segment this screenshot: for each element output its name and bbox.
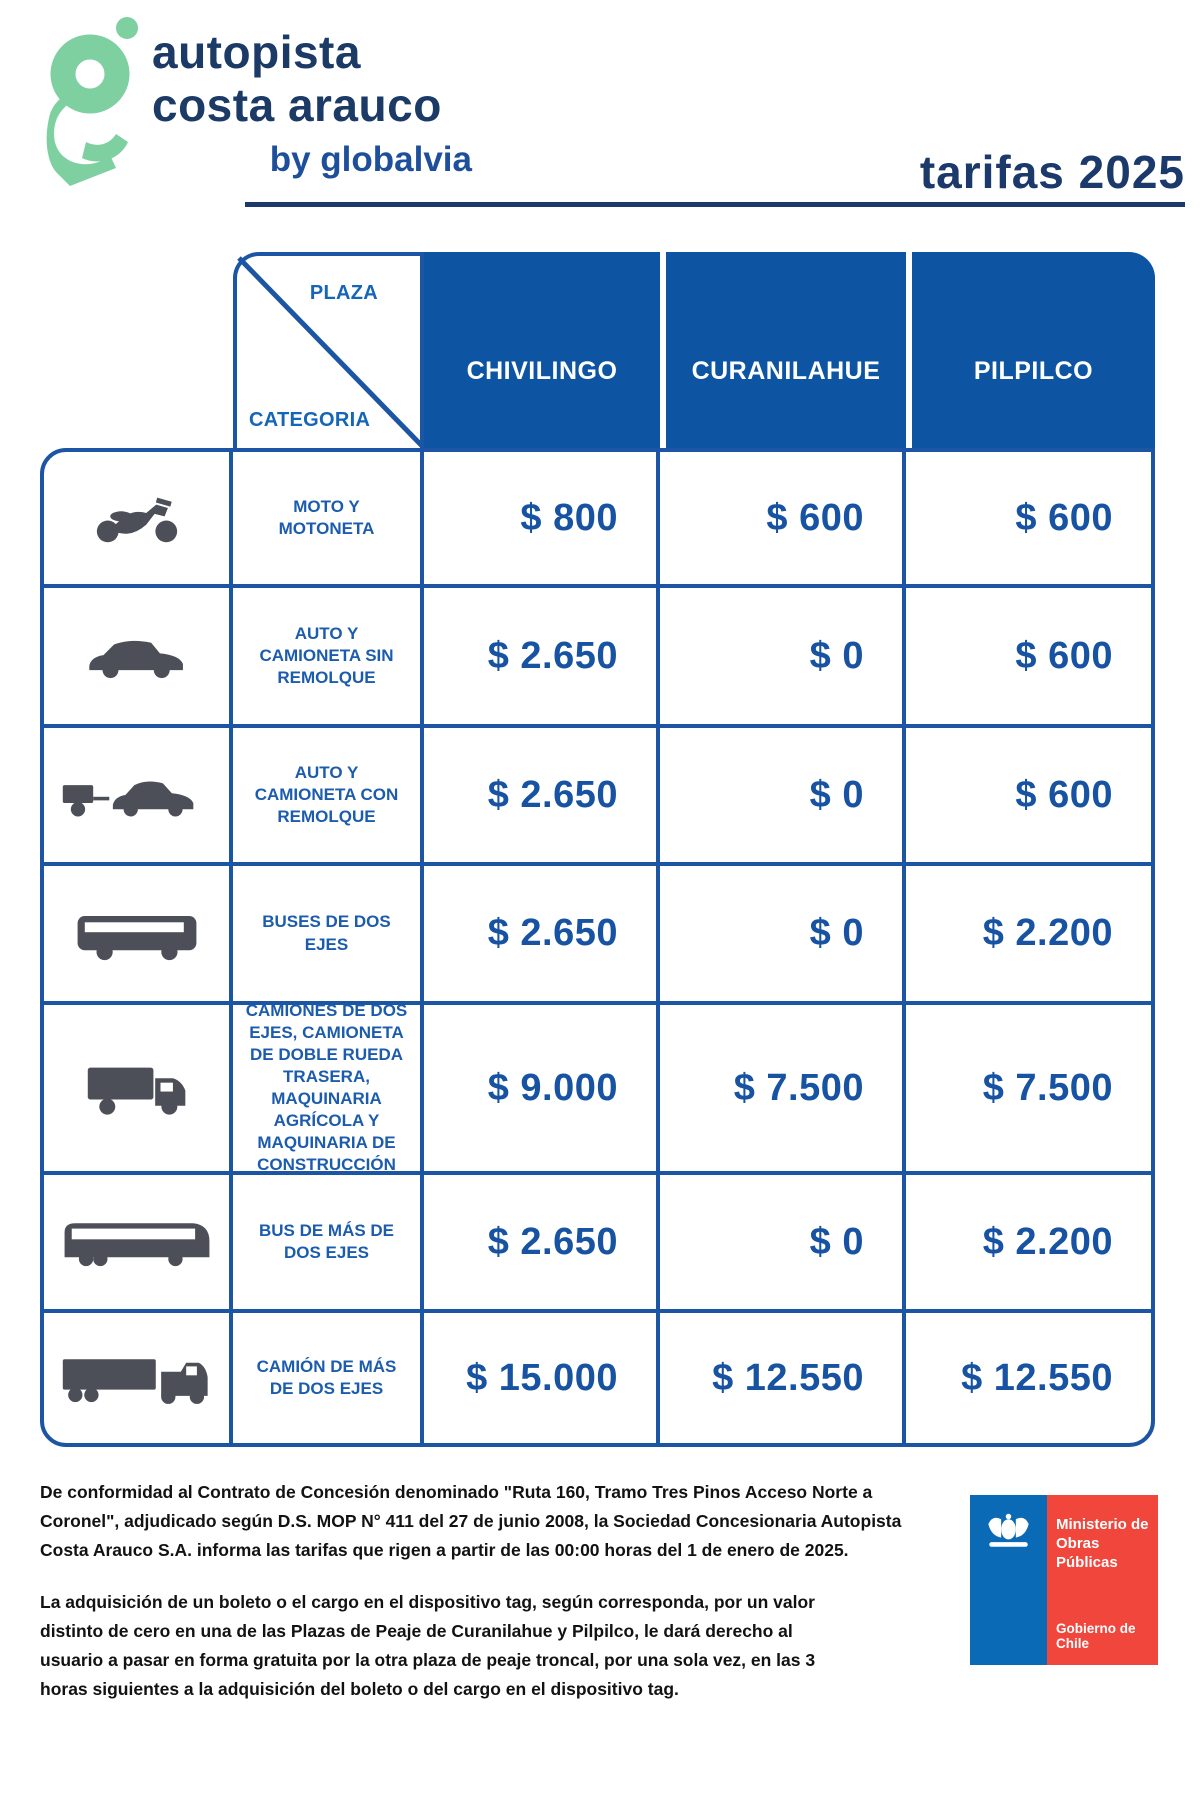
category-label: MOTO Y MOTONETA (278, 496, 375, 538)
truck-icon (87, 1067, 185, 1115)
table-row-4-category-cell: BUSES DE DOS EJES (233, 866, 424, 1005)
price-curanilahue-row-3: $ 0 (660, 728, 906, 866)
semi-truck-icon (62, 1359, 208, 1404)
price-pilpilco-row-6: $ 2.200 (906, 1175, 1151, 1313)
table-row-1-icon-cell (44, 452, 233, 588)
table-row-4-icon-cell (44, 866, 233, 1005)
footer-paragraph-2: La adquisición de un boleto o el cargo e… (40, 1592, 816, 1699)
price-pilpilco-row-4: $ 2.200 (906, 866, 1151, 1005)
table-row-1-category-cell: MOTO Y MOTONETA (233, 452, 424, 588)
price-curanilahue-row-4: $ 0 (660, 866, 906, 1005)
category-label: BUSES DE DOS EJES (262, 912, 391, 954)
price-pilpilco-row-1: $ 600 (906, 452, 1151, 588)
table-row-5-icon-cell (44, 1005, 233, 1175)
price-chivilingo-row-1: $ 800 (424, 452, 660, 588)
price-pilpilco-row-5: $ 7.500 (906, 1005, 1151, 1175)
table-row-3-icon-cell (44, 728, 233, 866)
table-row-5-category-cell: CAMIONES DE DOS EJES, CAMIONETA DE DOBLE… (233, 1001, 424, 1175)
brand-line1: autopista (152, 26, 361, 78)
plaza-header-row: CHIVILINGO CURANILAHUE PILPILCO (424, 252, 1155, 448)
mop-government-name: Gobierno de Chile (1056, 1621, 1136, 1651)
bus-icon (77, 915, 196, 960)
price-chivilingo-row-2: $ 2.650 (424, 588, 660, 728)
price-chivilingo-row-4: $ 2.650 (424, 866, 660, 1005)
mop-logo-red-panel: Ministerio de Obras Públicas Gobierno de… (1047, 1495, 1158, 1665)
price-pilpilco-row-2: $ 600 (906, 588, 1151, 728)
chile-coat-of-arms-icon (988, 1513, 1029, 1547)
category-label: AUTO Y CAMIONETA CON REMOLQUE (254, 762, 399, 827)
category-label: AUTO Y CAMIONETA SIN REMOLQUE (259, 623, 394, 688)
table-row-2-category-cell: AUTO Y CAMIONETA SIN REMOLQUE (233, 588, 424, 728)
table-row-2-icon-cell (44, 588, 233, 728)
price-chivilingo-row-6: $ 2.650 (424, 1175, 660, 1313)
table-row-6-icon-cell (44, 1175, 233, 1313)
brand-line2: costa arauco (152, 79, 442, 131)
plaza-header-pilpilco: PILPILCO (906, 252, 1155, 448)
price-curanilahue-row-5: $ 7.500 (660, 1005, 906, 1175)
category-label: CAMIONES DE DOS EJES, CAMIONETA DE DOBLE… (245, 1000, 408, 1175)
diagonal-divider (237, 256, 428, 452)
brand-byline: by globalvia (269, 140, 472, 179)
price-pilpilco-row-3: $ 600 (906, 728, 1151, 866)
footer-paragraph-1: De conformidad al Contrato de Concesión … (40, 1482, 902, 1560)
category-label: BUS DE MÁS DE DOS EJES (258, 1220, 395, 1262)
car-with-trailer-icon (62, 781, 193, 817)
plaza-header-curanilahue: CURANILAHUE (660, 252, 906, 448)
price-chivilingo-row-5: $ 9.000 (424, 1005, 660, 1175)
coach-bus-icon (64, 1223, 209, 1267)
price-chivilingo-row-7: $ 15.000 (424, 1313, 660, 1443)
brand-name: autopista costa arauco (152, 26, 442, 132)
price-curanilahue-row-2: $ 0 (660, 588, 906, 728)
globalvia-g-glyph (46, 17, 138, 186)
table-row-7-icon-cell (44, 1313, 233, 1443)
mop-ministry-name: Ministerio de Obras Públicas (1056, 1515, 1158, 1572)
table-row-7-category-cell: CAMIÓN DE MÁS DE DOS EJES (233, 1313, 424, 1443)
price-pilpilco-row-7: $ 12.550 (961, 1356, 1113, 1399)
car-icon (88, 640, 183, 679)
page-title: tarifas 2025 (919, 146, 1185, 198)
motorcycle-icon (96, 497, 177, 543)
corner-label-categoria: CATEGORIA (249, 409, 371, 431)
tariff-table: MOTO Y MOTONETA $ 800 $ 600 $ 600 AUTO Y… (40, 448, 1155, 1447)
mop-ministry-line2: Obras Públicas (1056, 1535, 1118, 1571)
price-curanilahue-row-6: $ 0 (660, 1175, 906, 1313)
price-chivilingo-row-3: $ 2.650 (424, 728, 660, 866)
category-label: CAMIÓN DE MÁS DE DOS EJES (256, 1356, 397, 1398)
price-curanilahue-row-1: $ 600 (660, 452, 906, 588)
corner-label-plaza: PLAZA (309, 282, 378, 304)
header-divider (245, 202, 1185, 207)
table-row-6-category-cell: BUS DE MÁS DE DOS EJES (233, 1175, 424, 1313)
table-row-3-category-cell: AUTO Y CAMIONETA CON REMOLQUE (233, 728, 424, 866)
mop-ministry-line1: Ministerio de (1056, 1516, 1149, 1533)
table-corner-cell: PLAZA CATEGORIA (233, 252, 428, 452)
price-curanilahue-row-7: $ 12.550 (660, 1313, 906, 1443)
mop-logo: Ministerio de Obras Públicas Gobierno de… (970, 1495, 1158, 1665)
globalvia-g-logo (42, 14, 142, 195)
mop-logo-blue-panel (970, 1495, 1047, 1665)
plaza-header-chivilingo: CHIVILINGO (466, 356, 618, 385)
